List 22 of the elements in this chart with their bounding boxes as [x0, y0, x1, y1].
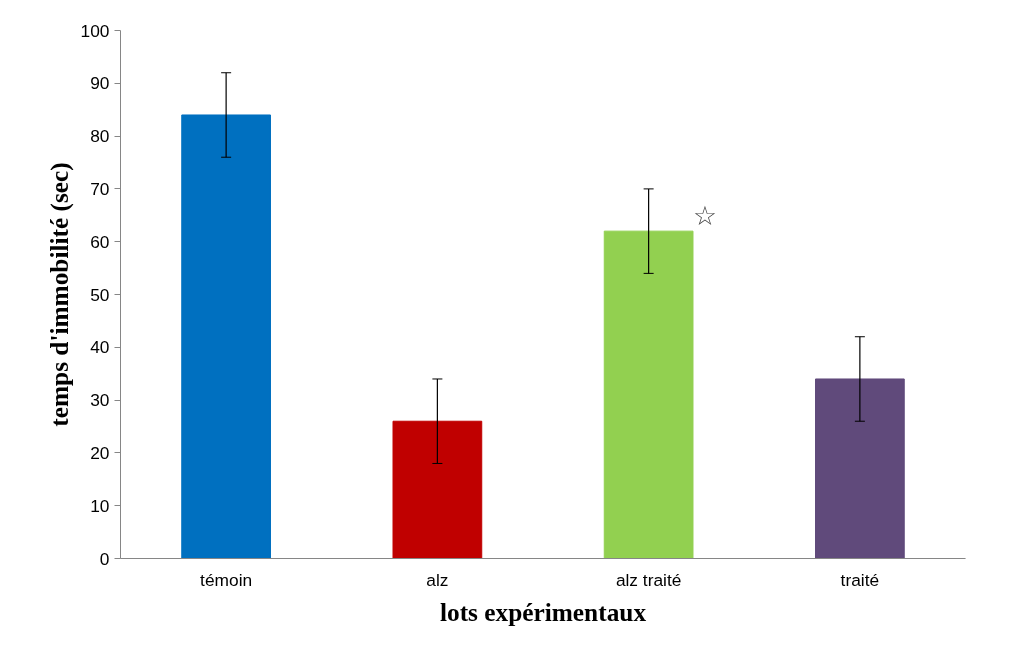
- bar: [815, 378, 905, 559]
- annotation: ☆: [692, 199, 717, 231]
- bar: [181, 114, 271, 559]
- y-tick-label: 30: [90, 390, 110, 411]
- x-tick-label: traité: [840, 569, 880, 590]
- bar: [603, 230, 694, 559]
- y-tick-label: 10: [90, 495, 110, 516]
- x-tick-label: alz traité: [615, 569, 682, 590]
- bar: [392, 420, 483, 559]
- y-tick-label: 100: [80, 20, 110, 41]
- y-tick-label: 90: [90, 73, 110, 94]
- y-axis-title: temps d'immobilité (sec): [44, 162, 74, 427]
- y-tick-label: 40: [90, 337, 110, 358]
- y-tick-label: 0: [99, 548, 110, 569]
- x-tick-label: alz: [426, 569, 449, 590]
- y-tick-label: 70: [90, 178, 110, 199]
- y-tick-label: 60: [90, 231, 110, 252]
- y-tick-label: 80: [90, 126, 110, 147]
- x-axis-title: lots expérimentaux: [439, 597, 647, 626]
- y-tick-label: 20: [90, 442, 110, 463]
- y-tick-label: 50: [90, 284, 110, 305]
- x-tick-label: témoin: [200, 569, 253, 590]
